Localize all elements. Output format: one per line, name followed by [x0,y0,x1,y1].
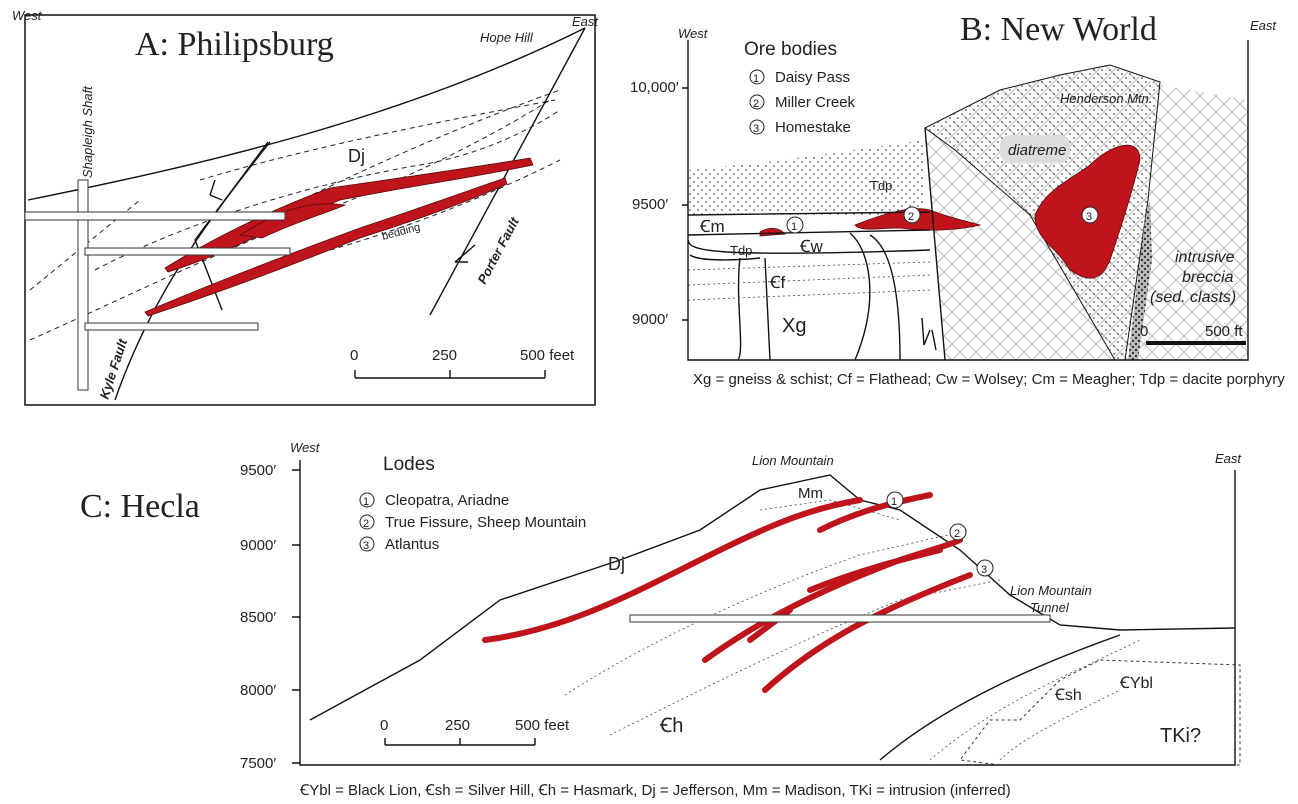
scale-bar [385,738,535,745]
scale-bar [355,370,545,378]
label: Henderson Mtn. [1060,91,1153,106]
label: 2 [363,518,369,530]
lode [810,550,940,590]
label: 0 [350,347,358,364]
mine-level [85,323,258,330]
label: 9000′ [240,537,276,554]
label: Ore bodies [744,39,837,60]
label: 8000′ [240,682,276,699]
label: West [12,8,43,23]
label: 0 [1140,323,1148,340]
panel-a: West A: Philipsburg Hope Hill East Shapl… [12,8,599,405]
label: 2 [908,211,914,223]
label: diatreme [1008,142,1066,159]
label: (sed. clasts) [1150,289,1236,306]
label: 9500′ [632,196,668,213]
label: 2 [753,98,759,110]
label: Porter Fault [474,214,522,286]
label: 9500′ [240,462,276,479]
label: 1 [753,73,759,85]
label: 500 ft [1205,323,1243,340]
label: Daisy Pass [775,69,850,86]
label: 250 [432,347,457,364]
label: Homestake [775,119,851,136]
label: Atlantus [385,536,439,553]
label: 0 [380,717,388,734]
label: Mm [798,485,823,502]
panel-c: West C: Hecla East Lodes 1 Cleopatra, Ari… [80,440,1242,799]
label: Xg [782,315,806,337]
label: Shapleigh Shaft [80,85,95,178]
label: Ꞓsh [1054,687,1082,704]
label: 3 [753,123,759,135]
mine-level [85,248,290,255]
label: Xg = gneiss & schist; Cf = Flathead; Cw … [693,371,1285,388]
label: B: New World [960,11,1157,48]
label: Dj [608,554,625,574]
label: intrusive [1175,249,1235,266]
label: 9000′ [632,311,668,328]
daisy-pass [760,228,785,236]
panel-b: West B: New World East Ore bodies 1 Daisy… [630,11,1285,388]
label: Hope Hill [480,30,534,45]
label: 500 feet [515,717,570,734]
label: 7500′ [240,755,276,772]
lode [820,495,930,530]
label: Ꞓh [659,715,683,737]
label: Ꞓm [699,217,725,236]
label: West [290,440,321,455]
label: ꞒYbl = Black Lion, Ꞓsh = Silver Hill, Ꞓh… [299,782,1011,799]
label: TKi? [1160,725,1201,747]
tunnel [630,615,1050,622]
label: West [678,26,709,41]
label: 1 [791,221,797,233]
label: Lion Mountain [1010,583,1092,598]
label: 3 [1086,211,1092,223]
label: 1 [891,496,897,508]
label: Lodes [383,454,435,475]
label: East [572,14,599,29]
label: 1 [363,496,369,508]
lode [765,575,970,690]
label: ꞒYbl [1119,675,1153,692]
label: 3 [981,564,987,576]
label: A: Philipsburg [135,26,334,63]
label: 500 feet [520,347,575,364]
label: breccia [1182,269,1234,286]
label: Cleopatra, Ariadne [385,492,509,509]
label: Kyle Fault [97,337,131,401]
label: 8500′ [240,609,276,626]
label: Miller Creek [775,94,856,111]
label: Tunnel [1030,600,1070,615]
label: East [1215,451,1242,466]
label: C: Hecla [80,488,200,525]
intrusion [960,660,1240,765]
cross-sections: West A: Philipsburg Hope Hill East Shapl… [0,0,1298,804]
label: 250 [445,717,470,734]
fault-arrow [922,318,936,350]
label: Ꞓw [799,237,823,256]
mine-level [25,212,285,220]
label: True Fissure, Sheep Mountain [385,514,586,531]
label: East [1250,18,1277,33]
label: 2 [954,528,960,540]
label: Tdp [730,243,752,258]
label: Ꞓf [769,273,785,292]
label: Lion Mountain [752,453,834,468]
label: Dj [348,146,365,166]
label: 10,000′ [630,79,679,96]
label: Tdp [870,178,892,193]
label: 3 [363,540,369,552]
